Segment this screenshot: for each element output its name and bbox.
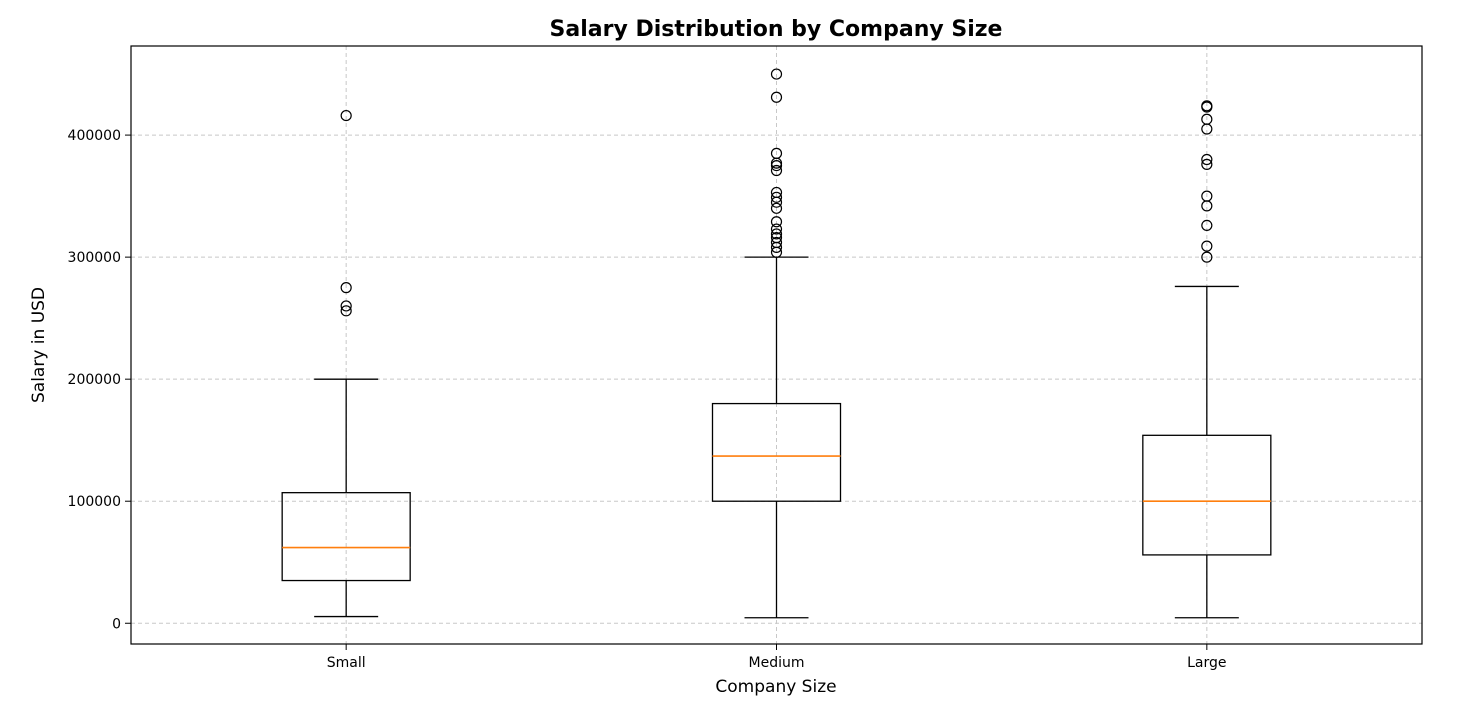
x-tick-label: Small (327, 655, 366, 671)
y-tick-label: 400000 (68, 128, 121, 144)
chart-title: Salary Distribution by Company Size (550, 17, 1003, 42)
y-tick-label: 200000 (68, 372, 121, 388)
outlier-point (340, 109, 352, 122)
y-tick-label: 0 (112, 616, 121, 632)
outlier-point (770, 216, 783, 228)
box-group-large (1142, 100, 1272, 619)
axis-ticks: 0 100000 200000 300000 400000 Small Medium Larg… (68, 128, 1227, 671)
iqr-box (281, 492, 411, 582)
y-tick-label: 100000 (68, 494, 121, 510)
iqr-box (1142, 434, 1272, 556)
outlier-point (1201, 158, 1213, 170)
outlier-point (1201, 101, 1213, 113)
outlier-point (770, 196, 783, 208)
outlier-point (770, 223, 783, 235)
outlier-point (1201, 251, 1213, 263)
outlier-point (1201, 123, 1213, 135)
outlier-point (770, 228, 783, 240)
outlier-point (770, 191, 783, 203)
y-tick-label: 300000 (68, 250, 121, 266)
outlier-point (1201, 200, 1213, 212)
outlier-point (340, 300, 352, 312)
outlier-point (770, 202, 783, 214)
outlier-point (1201, 153, 1213, 166)
outlier-point (340, 282, 352, 294)
outlier-point (770, 246, 783, 258)
x-axis-label: Company Size (715, 677, 836, 697)
outlier-point (770, 164, 783, 177)
outlier-point (1201, 240, 1213, 252)
outlier-point (1201, 219, 1213, 231)
outlier-point (770, 68, 783, 80)
outlier-point (770, 160, 783, 172)
iqr-box (711, 402, 842, 502)
outlier-point (770, 91, 783, 103)
x-tick-label: Large (1187, 655, 1226, 671)
box-group-medium (711, 68, 842, 619)
x-tick-label: Medium (749, 655, 805, 671)
y-axis-label: Salary in USD (29, 287, 49, 403)
box-group-small (281, 109, 411, 618)
plot-marks (281, 68, 1272, 619)
outlier-point (340, 305, 352, 317)
outlier-point (770, 241, 783, 253)
